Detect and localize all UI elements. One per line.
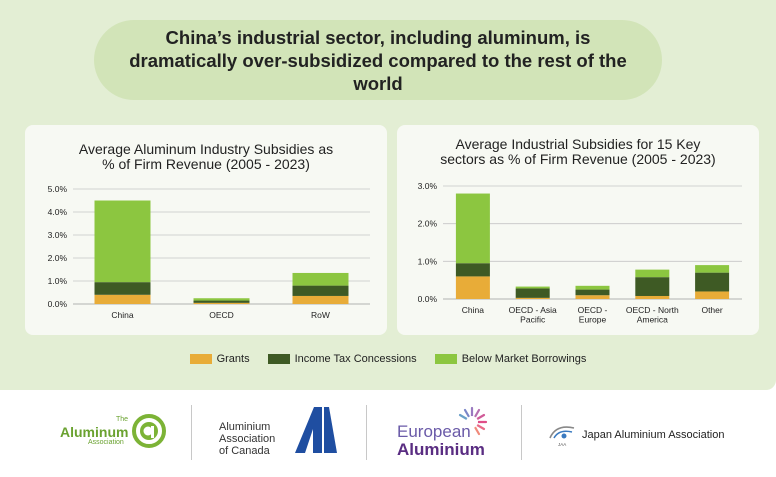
y-tick-label: 3.0% bbox=[418, 181, 438, 191]
aa-circle-icon bbox=[132, 414, 166, 448]
headline-pill: China’s industrial sector, including alu… bbox=[94, 20, 662, 100]
chart-legend: Grants Income Tax Concessions Below Mark… bbox=[0, 353, 776, 365]
chart-industrial-plot: 0.0% 1.0% 2.0% 3.0% China OECD - Asia Pacific O… bbox=[418, 181, 742, 325]
x-category-label: OECD - Asia Pacific bbox=[509, 305, 557, 325]
aac-logo-text: Aluminium Association of Canada bbox=[219, 421, 275, 457]
x-category-label: OECD bbox=[209, 310, 234, 320]
legend-swatch-below-market bbox=[434, 354, 457, 364]
bar-oecd-europe-below-market bbox=[575, 285, 610, 290]
legend-label-below-market: Below Market Borrowings bbox=[461, 353, 587, 365]
bar-row-income-tax bbox=[292, 285, 349, 296]
legend-label-income-tax: Income Tax Concessions bbox=[294, 353, 417, 365]
jaa-name-text: Japan Aluminium Association bbox=[582, 429, 725, 441]
bar-oecd-europe-income-tax bbox=[575, 289, 610, 296]
bar-china-income-tax bbox=[94, 282, 151, 295]
logo-divider bbox=[366, 405, 367, 460]
x-category-label: China bbox=[111, 310, 133, 320]
x-category-label: OECD -Europe bbox=[578, 305, 608, 325]
bar-oecd-below-market bbox=[193, 298, 250, 301]
aa-name-text: Aluminum bbox=[60, 424, 129, 440]
bar-oecd-asia-pacific-income-tax bbox=[515, 288, 550, 298]
chart-aluminum-plot: 0.0% 1.0% 2.0% 3.0% 4.0% 5.0% China OECD RoW bbox=[48, 184, 370, 320]
logo-strip bbox=[0, 390, 776, 477]
ea-line1: European bbox=[397, 422, 471, 441]
y-tick-label: 4.0% bbox=[48, 207, 68, 217]
chart-card-aluminum: Average Aluminum Industry Subsidies as %… bbox=[25, 125, 387, 335]
aac-a-icon bbox=[295, 407, 337, 453]
aa-assoc-text: Association bbox=[88, 439, 124, 446]
y-tick-label: 1.0% bbox=[418, 256, 438, 266]
jaa-mark-text: JAA bbox=[558, 442, 566, 447]
aac-line3: of Canada bbox=[219, 445, 270, 457]
aac-line2: Association bbox=[219, 433, 276, 445]
chart-card-industrial: Average Industrial Subsidies for 15 Key … bbox=[397, 125, 759, 335]
bar-oecd-north-america-income-tax bbox=[635, 277, 670, 296]
y-tick-label: 0.0% bbox=[48, 299, 68, 309]
bar-oecd-asia-pacific-grants bbox=[515, 297, 550, 299]
bar-oecd-income-tax bbox=[193, 300, 250, 303]
bar-other-grants bbox=[695, 291, 730, 299]
y-tick-label: 0.0% bbox=[418, 294, 438, 304]
bar-china-grants bbox=[94, 294, 151, 304]
legend-swatch-grants bbox=[189, 354, 212, 364]
bar-oecd-north-america-grants bbox=[635, 295, 670, 299]
legend-item-grants: Grants bbox=[189, 353, 250, 365]
legend-item-below-market: Below Market Borrowings bbox=[434, 353, 587, 365]
european-aluminium-logo: European Aluminium bbox=[397, 405, 497, 459]
x-category-label: Other bbox=[701, 305, 722, 315]
logo-divider bbox=[191, 405, 192, 460]
chart-title-industrial: Average Industrial Subsidies for 15 Key … bbox=[397, 137, 759, 167]
y-tick-label: 5.0% bbox=[48, 184, 68, 194]
chart-title-line1: Average Aluminum Industry Subsidies as bbox=[78, 141, 334, 157]
jaa-mark-icon: JAA bbox=[549, 426, 575, 447]
bar-row-grants bbox=[292, 295, 349, 304]
headline-title: China’s industrial sector, including alu… bbox=[129, 26, 627, 94]
logo-divider bbox=[521, 405, 522, 460]
legend-item-income-tax: Income Tax Concessions bbox=[267, 353, 417, 365]
bar-china-grants bbox=[455, 276, 490, 299]
bar-oecd-asia-pacific-below-market bbox=[515, 286, 550, 289]
y-tick-label: 3.0% bbox=[48, 230, 68, 240]
x-category-label: China bbox=[462, 305, 484, 315]
bar-china-below-market bbox=[455, 193, 490, 264]
bar-china-below-market bbox=[94, 200, 151, 283]
bar-china-income-tax bbox=[455, 263, 490, 277]
chart-title-line1: Average Industrial Subsidies for 15 Key bbox=[455, 136, 701, 152]
bar-row-below-market bbox=[292, 272, 349, 286]
ea-burst-icon bbox=[458, 406, 488, 436]
bar-oecd-grants bbox=[193, 302, 250, 304]
chart-title-line2: % of Firm Revenue (2005 - 2023) bbox=[102, 156, 310, 172]
aluminum-association-logo: The Aluminum Association bbox=[60, 414, 170, 448]
bar-other-below-market bbox=[695, 265, 730, 273]
x-category-label: OECD - North America bbox=[626, 305, 679, 325]
y-tick-label: 1.0% bbox=[48, 276, 68, 286]
bar-other-income-tax bbox=[695, 272, 730, 292]
y-tick-label: 2.0% bbox=[418, 219, 438, 229]
ea-line2: Aluminium bbox=[397, 440, 485, 459]
aa-the-text: The bbox=[116, 416, 129, 423]
chart-title-line2: sectors as % of Firm Revenue (2005 - 202… bbox=[440, 151, 716, 167]
aac-line1: Aluminium bbox=[219, 421, 271, 433]
y-tick-label: 2.0% bbox=[48, 253, 68, 263]
legend-swatch-income-tax bbox=[267, 354, 290, 364]
legend-label-grants: Grants bbox=[216, 353, 250, 365]
bar-oecd-north-america-below-market bbox=[635, 269, 670, 278]
bar-oecd-europe-grants bbox=[575, 295, 610, 299]
chart-title-aluminum: Average Aluminum Industry Subsidies as %… bbox=[25, 142, 387, 172]
x-category-label: RoW bbox=[311, 310, 330, 320]
